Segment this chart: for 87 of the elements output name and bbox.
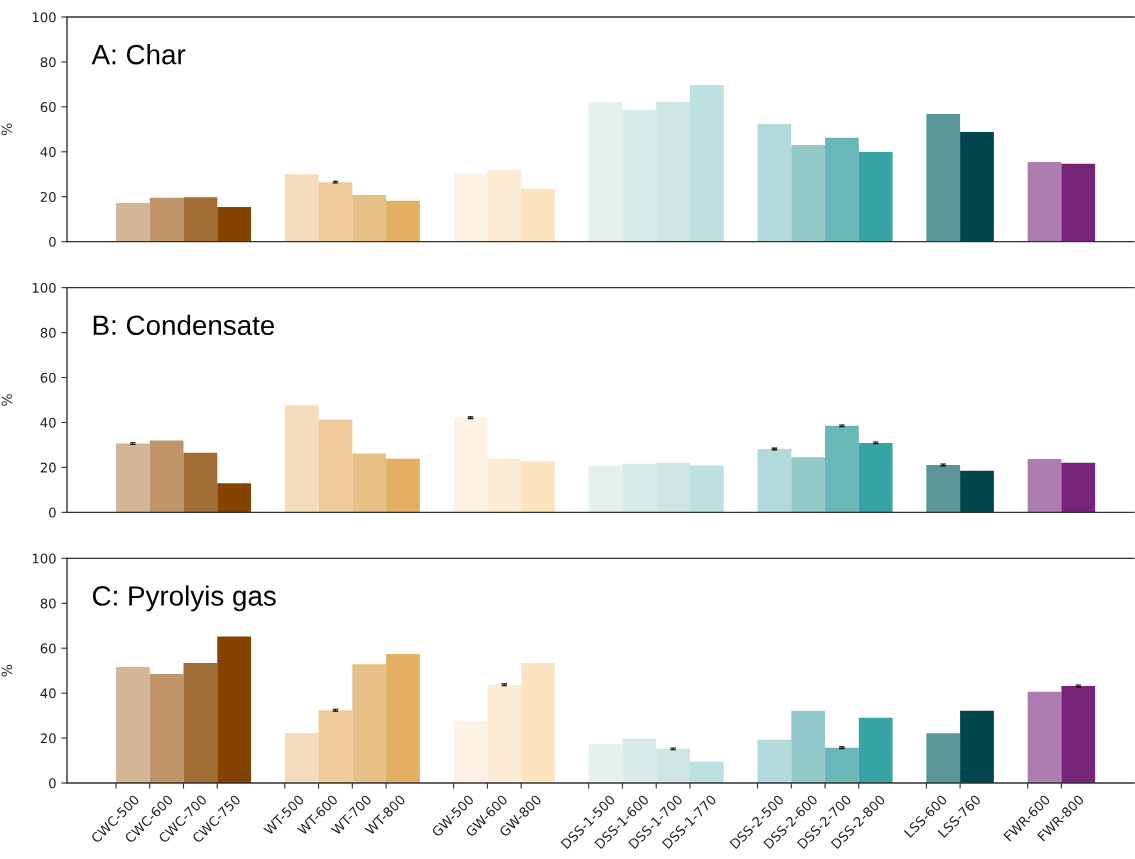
bar bbox=[386, 200, 420, 242]
y-tick-label: 40 bbox=[40, 417, 56, 428]
bar bbox=[386, 654, 420, 783]
bar bbox=[926, 733, 961, 783]
bar bbox=[926, 464, 961, 513]
bar bbox=[1027, 161, 1062, 242]
text: B: Condensate bbox=[93, 314, 275, 336]
y-tick-label: 20 bbox=[40, 191, 56, 202]
y-tick-label: 60 bbox=[40, 372, 56, 383]
bar bbox=[1027, 459, 1062, 513]
bar bbox=[521, 663, 555, 783]
bar bbox=[318, 182, 353, 242]
bar bbox=[453, 417, 488, 513]
bar bbox=[284, 174, 319, 242]
bar bbox=[352, 664, 387, 783]
bar bbox=[858, 442, 893, 513]
bar bbox=[115, 203, 150, 242]
y-tick-label: 100 bbox=[32, 553, 56, 564]
bar bbox=[521, 188, 555, 242]
y-tick-label: 60 bbox=[40, 102, 56, 113]
bar bbox=[284, 733, 319, 783]
bar bbox=[960, 132, 994, 242]
bar bbox=[757, 739, 792, 783]
y-tick-label: 0 bbox=[49, 507, 56, 518]
bar bbox=[318, 710, 353, 783]
bar bbox=[1027, 691, 1062, 783]
bar bbox=[1061, 685, 1096, 783]
bar bbox=[115, 443, 150, 513]
bar bbox=[689, 465, 724, 513]
bar bbox=[588, 101, 623, 242]
bar bbox=[149, 674, 184, 783]
y-tick-label: 100 bbox=[32, 12, 56, 23]
y-tick-label: 40 bbox=[40, 688, 56, 699]
bar bbox=[825, 137, 859, 242]
y-tick-label: 80 bbox=[40, 57, 56, 68]
bar bbox=[149, 197, 184, 242]
bar bbox=[960, 470, 994, 513]
bar bbox=[352, 453, 387, 513]
y-tick-label: 60 bbox=[40, 643, 56, 654]
bar bbox=[352, 194, 387, 242]
bar bbox=[487, 684, 522, 783]
bar bbox=[318, 419, 353, 513]
bar bbox=[588, 465, 623, 513]
y-tick-label: 20 bbox=[40, 462, 56, 473]
bar bbox=[217, 636, 252, 783]
bar bbox=[521, 461, 555, 513]
bar bbox=[689, 85, 724, 242]
y-tick-label: 0 bbox=[49, 778, 56, 789]
y-axis-title: % bbox=[1, 664, 13, 677]
y-tick-label: 40 bbox=[40, 147, 56, 157]
bar bbox=[1061, 163, 1096, 242]
text: A: Char bbox=[91, 44, 186, 65]
bar bbox=[791, 457, 826, 513]
bar bbox=[825, 425, 859, 513]
bar bbox=[689, 761, 724, 783]
bar bbox=[217, 207, 252, 242]
y-tick-label: 80 bbox=[40, 327, 56, 338]
bar bbox=[926, 114, 961, 242]
bar bbox=[1061, 462, 1096, 513]
bar bbox=[487, 169, 522, 242]
bar bbox=[284, 405, 319, 513]
bar bbox=[183, 197, 218, 242]
bar bbox=[217, 483, 252, 513]
bar bbox=[183, 452, 218, 513]
bar bbox=[791, 145, 826, 242]
y-tick-label: 100 bbox=[32, 282, 56, 293]
bar bbox=[453, 173, 488, 242]
bar bbox=[487, 458, 522, 513]
y-axis-title: % bbox=[1, 123, 13, 136]
bar bbox=[757, 448, 792, 513]
bar bbox=[149, 440, 184, 513]
bar bbox=[757, 123, 792, 242]
bar bbox=[825, 747, 859, 783]
bar bbox=[791, 710, 826, 783]
y-axis-title: % bbox=[1, 394, 13, 406]
bar bbox=[588, 744, 623, 783]
y-tick-label: 80 bbox=[40, 598, 56, 609]
text: C: Pyrolyis gas bbox=[92, 585, 276, 612]
bar bbox=[960, 710, 994, 783]
bar bbox=[453, 721, 488, 783]
y-tick-label: 0 bbox=[49, 236, 56, 247]
y-tick-label: 20 bbox=[40, 733, 56, 744]
bar bbox=[115, 667, 150, 783]
bar bbox=[858, 717, 893, 783]
bar bbox=[858, 152, 893, 242]
bar bbox=[386, 458, 420, 513]
bar bbox=[183, 663, 218, 783]
